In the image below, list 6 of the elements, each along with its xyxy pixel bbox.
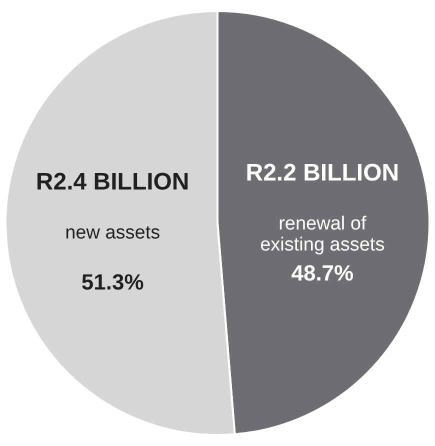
- text: R2.4 BILLION: [36, 168, 190, 196]
- data-label: 48.7%: [291, 260, 354, 286]
- slice-label: new assets: [65, 222, 160, 244]
- text: R2.2 BILLION: [246, 160, 400, 187]
- slice-label: renewal of existing assets: [260, 214, 385, 256]
- data-label: 51.3%: [81, 269, 144, 294]
